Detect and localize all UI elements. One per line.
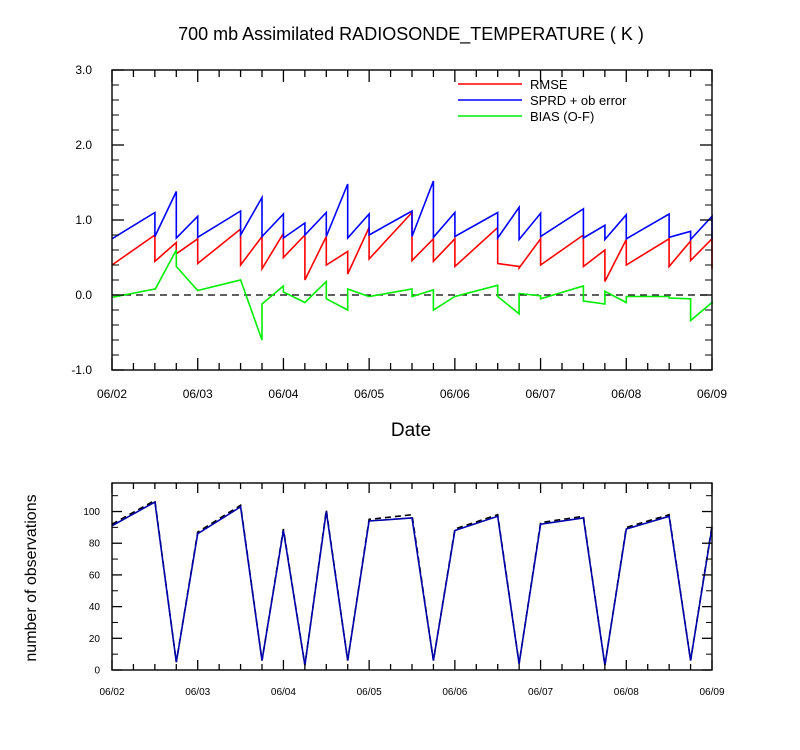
y-tick-label: 40 — [89, 602, 101, 613]
x-tick-label: 06/06 — [440, 387, 470, 401]
x-tick-label: 06/08 — [614, 687, 639, 698]
y-tick-label: 100 — [83, 507, 100, 518]
x-tick-label: 06/02 — [99, 687, 124, 698]
plot-frame — [111, 482, 713, 671]
y-axis-label: number of observations — [23, 494, 40, 661]
y-tick-label: 20 — [89, 634, 101, 645]
y-tick-label: 60 — [89, 570, 101, 581]
y-tick-label: 0 — [94, 666, 100, 677]
axes-group: 06/02 06/03 06/04 06/05 06/06 06/07 06/08 06/09… — [83, 482, 725, 698]
top-panel: 700 mb Assimilated RADIOSONDE_TEMPERATUR… — [71, 24, 727, 441]
x-axis-label: Date — [391, 420, 431, 441]
x-tick-label: 06/05 — [357, 687, 382, 698]
x-tick-label: 06/04 — [268, 387, 298, 401]
axes-group: 06/02 06/03 06/04 06/05 06/06 06/07 06/08 06/09… — [71, 63, 727, 401]
x-tick-label: 06/03 — [183, 387, 213, 401]
chart-title: 700 mb Assimilated RADIOSONDE_TEMPERATUR… — [178, 24, 644, 45]
series-line-sprd-ob-error — [111, 180, 713, 242]
y-tick-label: -1.0 — [71, 363, 92, 377]
y-tick-label: 0.0 — [75, 288, 92, 302]
x-tick-label: 06/08 — [611, 387, 641, 401]
x-tick-label: 06/06 — [442, 687, 467, 698]
x-tick-label: 06/03 — [185, 687, 210, 698]
legend-label-rmse: RMSE — [530, 77, 568, 92]
series-line-rmse — [111, 210, 713, 282]
bottom-panel: number of observations 06/02 06/03 06/04 06… — [23, 482, 725, 698]
y-tick-label: 3.0 — [75, 63, 92, 77]
y-tick-label: 2.0 — [75, 138, 92, 152]
legend-label-sprd-ob-error: SPRD + ob error — [530, 93, 627, 108]
x-tick-label: 06/02 — [97, 387, 127, 401]
series-group — [111, 499, 713, 666]
series-line-bias-o-f — [111, 249, 713, 341]
x-tick-label: 06/04 — [271, 687, 296, 698]
x-tick-label: 06/07 — [528, 687, 553, 698]
series-line-possible-observations — [111, 499, 713, 666]
x-tick-label: 06/09 — [697, 387, 727, 401]
x-tick-label: 06/09 — [699, 687, 724, 698]
x-tick-label: 06/07 — [526, 387, 556, 401]
x-tick-label: 06/05 — [354, 387, 384, 401]
legend-label-bias-o-f: BIAS (O-F) — [530, 109, 594, 124]
y-tick-label: 1.0 — [75, 213, 92, 227]
series-line-observations-used — [111, 500, 713, 666]
y-tick-label: 80 — [89, 539, 101, 550]
series-group — [111, 180, 713, 341]
